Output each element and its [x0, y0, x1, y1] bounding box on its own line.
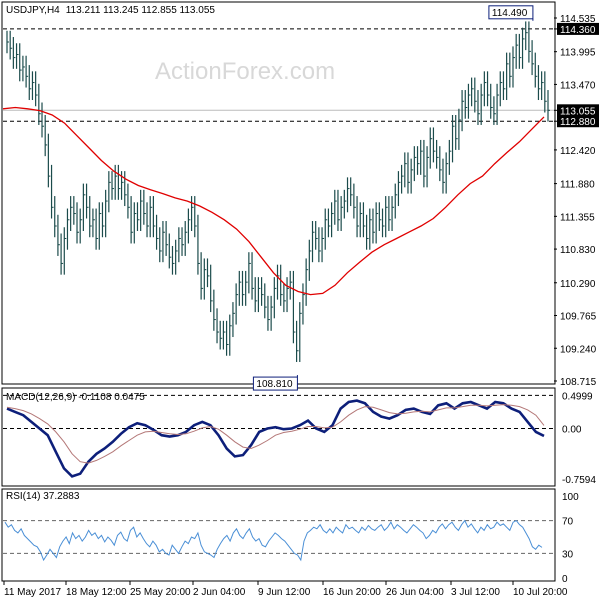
price-highlight-box [557, 22, 599, 35]
price-tick-label: 113.055 [560, 106, 596, 117]
x-tick-label: 2 Jun 04:00 [193, 587, 246, 598]
price-tick-label: 108.715 [560, 377, 597, 388]
x-tick-label: 25 May 20:00 [130, 587, 191, 598]
annotation-label: 114.490 [492, 8, 528, 19]
price-tick-label: 110.290 [560, 279, 596, 290]
chart-title: USDJPY,H4 113.211 113.245 112.855 113.055 [6, 5, 215, 16]
price-highlight-box [557, 115, 599, 128]
price-tick-label: 109.240 [560, 344, 597, 355]
x-tick-label: 18 May 12:00 [66, 587, 127, 598]
price-tick-label: 112.420 [560, 146, 596, 157]
macd-tick-label: -0.7594 [562, 475, 596, 486]
annotation-label: 108.810 [256, 379, 293, 390]
x-tick-label: 9 Jun 12:00 [258, 587, 311, 598]
price-tick-label: 112.880 [560, 117, 596, 128]
macd-tick-label: 0.00 [562, 425, 582, 436]
macd-tick-label: 0.4999 [562, 391, 593, 402]
rsi-line [4, 519, 543, 562]
macd-line [6, 399, 545, 478]
x-tick-label: 10 Jul 20:00 [513, 587, 568, 598]
price-tick-label: 114.360 [560, 25, 596, 36]
symbol-label: USDJPY,H4 [6, 5, 60, 16]
ohlc-label: 113.211 113.245 112.855 113.055 [66, 5, 216, 16]
price-tick-label: 110.830 [560, 245, 596, 256]
price-tick-label: 113.995 [560, 48, 596, 59]
rsi-panel-frame [1, 488, 556, 582]
price-tick-label: 109.765 [560, 312, 597, 323]
x-tick-label: 26 Jun 04:00 [386, 587, 444, 598]
rsi-title: RSI(14) 37.2883 [6, 491, 80, 502]
rsi-tick-label: 0 [562, 574, 568, 585]
x-tick-label: 3 Jul 12:00 [451, 587, 500, 598]
x-tick-label: 16 Jun 20:00 [323, 587, 381, 598]
price-tick-label: 111.355 [560, 212, 595, 223]
watermark: ActionForex.com [155, 58, 335, 85]
price-tick-label: 114.535 [560, 14, 596, 25]
ma-line [2, 106, 545, 296]
annotation-box [252, 376, 298, 391]
macd-title: MACD(12,26,9) -0.1108 0.0475 [6, 392, 145, 403]
price-tick-label: 113.470 [560, 80, 596, 91]
x-tick-label: 11 May 2017 [4, 587, 62, 598]
rsi-tick-label: 70 [562, 517, 574, 528]
rsi-tick-label: 100 [562, 492, 579, 503]
price-highlight-box [557, 104, 599, 117]
price-tick-label: 111.880 [560, 180, 595, 191]
signal-line [6, 404, 545, 464]
rsi-tick-label: 30 [562, 549, 574, 560]
annotation-box [488, 5, 534, 20]
